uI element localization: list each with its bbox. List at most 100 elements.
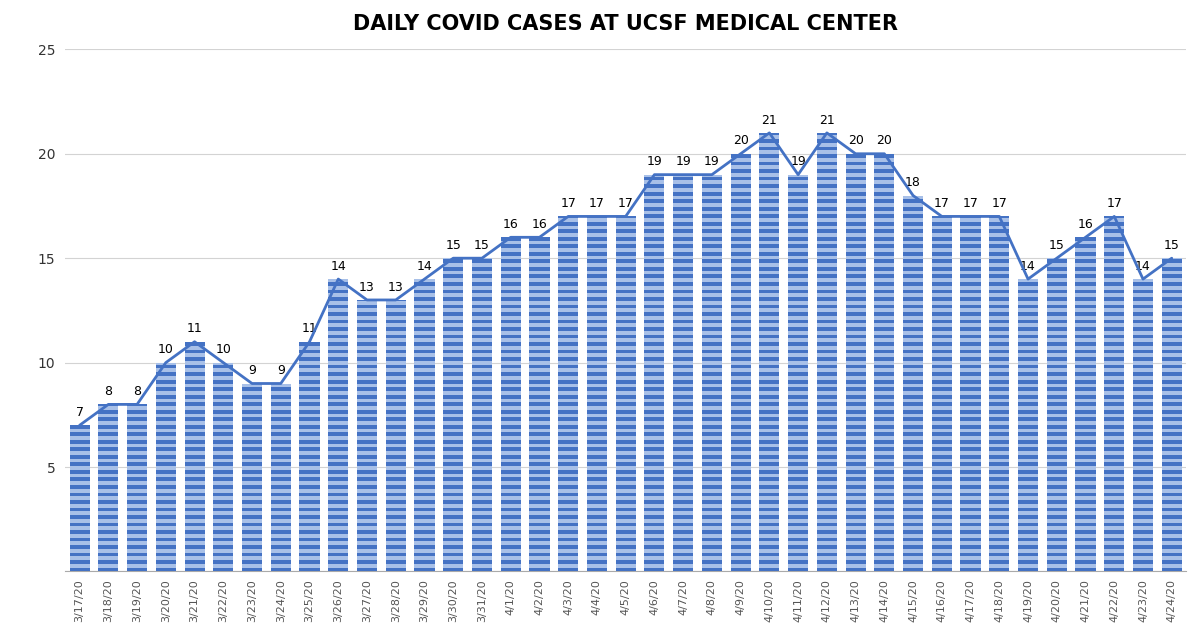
Bar bbox=[904, 485, 923, 488]
Bar bbox=[385, 312, 406, 316]
Bar bbox=[70, 508, 90, 511]
Bar bbox=[875, 492, 894, 496]
Bar bbox=[673, 432, 694, 436]
Bar bbox=[1075, 462, 1096, 466]
Bar bbox=[644, 305, 665, 308]
Bar bbox=[875, 237, 894, 240]
Bar bbox=[989, 222, 1009, 226]
Bar bbox=[1018, 545, 1038, 549]
Bar bbox=[127, 545, 148, 549]
Bar bbox=[875, 403, 894, 406]
Bar bbox=[529, 327, 550, 331]
Bar bbox=[875, 162, 894, 165]
Bar bbox=[443, 560, 463, 564]
Bar bbox=[673, 523, 694, 527]
Bar bbox=[70, 440, 90, 444]
Bar bbox=[156, 508, 176, 511]
Bar bbox=[960, 267, 980, 271]
Bar bbox=[960, 553, 980, 556]
Bar bbox=[1075, 492, 1096, 496]
Bar bbox=[185, 478, 205, 481]
Bar bbox=[1133, 357, 1153, 361]
Bar bbox=[904, 237, 923, 240]
Bar bbox=[443, 335, 463, 338]
Bar bbox=[673, 530, 694, 534]
Bar bbox=[644, 387, 665, 391]
Bar bbox=[673, 364, 694, 368]
Bar bbox=[731, 455, 751, 459]
Bar bbox=[385, 508, 406, 511]
Bar bbox=[443, 372, 463, 376]
Bar bbox=[904, 342, 923, 346]
Bar bbox=[788, 289, 808, 293]
Bar bbox=[329, 485, 348, 488]
Bar bbox=[329, 335, 348, 338]
Bar bbox=[271, 425, 290, 429]
Bar bbox=[414, 395, 434, 399]
Bar bbox=[931, 485, 952, 488]
Bar bbox=[846, 192, 865, 195]
Bar bbox=[875, 154, 894, 158]
Bar bbox=[904, 410, 923, 413]
Bar bbox=[558, 222, 578, 226]
Text: 10: 10 bbox=[158, 343, 174, 356]
Bar bbox=[989, 230, 1009, 233]
Bar bbox=[185, 500, 205, 504]
Title: DAILY COVID CASES AT UCSF MEDICAL CENTER: DAILY COVID CASES AT UCSF MEDICAL CENTER bbox=[353, 14, 898, 34]
Bar bbox=[644, 410, 665, 413]
Bar bbox=[989, 216, 1009, 218]
Bar bbox=[356, 515, 377, 519]
Bar bbox=[702, 523, 722, 527]
Bar bbox=[875, 267, 894, 271]
Bar bbox=[702, 560, 722, 564]
Bar bbox=[329, 560, 348, 564]
Bar bbox=[185, 432, 205, 436]
Bar bbox=[1046, 425, 1067, 429]
Bar bbox=[1162, 380, 1182, 384]
Bar bbox=[989, 297, 1009, 301]
Bar bbox=[817, 485, 836, 488]
Bar bbox=[931, 545, 952, 549]
Bar bbox=[1075, 297, 1096, 301]
Bar bbox=[242, 395, 262, 399]
Bar bbox=[214, 523, 233, 527]
Bar bbox=[1046, 560, 1067, 564]
Bar bbox=[1075, 380, 1096, 384]
Bar bbox=[931, 508, 952, 511]
Bar bbox=[329, 447, 348, 451]
Bar bbox=[500, 395, 521, 399]
Bar bbox=[329, 432, 348, 436]
Bar bbox=[329, 470, 348, 474]
Bar bbox=[1162, 410, 1182, 413]
Bar bbox=[1046, 553, 1067, 556]
Bar bbox=[356, 508, 377, 511]
Bar bbox=[673, 492, 694, 496]
Bar bbox=[98, 508, 119, 511]
Bar bbox=[356, 455, 377, 459]
Bar bbox=[846, 259, 865, 263]
Bar bbox=[70, 478, 90, 481]
Bar bbox=[385, 560, 406, 564]
Bar bbox=[529, 395, 550, 399]
Bar bbox=[846, 327, 865, 331]
Bar bbox=[673, 545, 694, 549]
Bar bbox=[644, 289, 665, 293]
Bar bbox=[760, 133, 780, 135]
Bar bbox=[875, 417, 894, 421]
Bar bbox=[616, 553, 636, 556]
Bar bbox=[587, 357, 607, 361]
Bar bbox=[931, 216, 952, 218]
Bar bbox=[904, 523, 923, 527]
Bar bbox=[98, 432, 119, 436]
Bar bbox=[587, 432, 607, 436]
Bar bbox=[300, 364, 319, 368]
Bar bbox=[300, 492, 319, 496]
Bar bbox=[242, 462, 262, 466]
Bar bbox=[817, 364, 836, 368]
Bar bbox=[760, 222, 780, 226]
Bar bbox=[1104, 403, 1124, 406]
Bar bbox=[616, 230, 636, 233]
Bar bbox=[817, 133, 836, 572]
Bar bbox=[443, 417, 463, 421]
Bar bbox=[356, 320, 377, 323]
